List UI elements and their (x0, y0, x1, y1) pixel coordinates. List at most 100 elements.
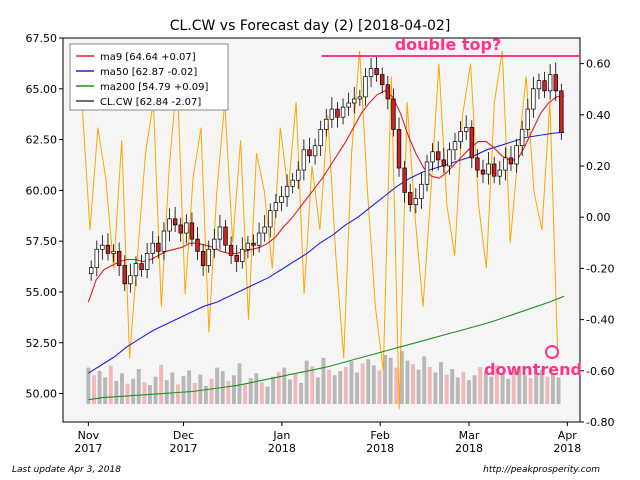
candle-body (514, 145, 519, 165)
y-left-tick-label: 50.00 (26, 388, 58, 401)
candle-body (531, 88, 536, 110)
volume-bar (539, 369, 544, 404)
volume-bar (366, 359, 371, 404)
candle-body (419, 183, 424, 199)
y-left-tick-label: 62.50 (26, 134, 58, 147)
candle-body (525, 108, 530, 130)
candle-body (542, 80, 547, 92)
volume-bar (243, 383, 248, 404)
footer-last-update: Last update Apr 3, 2018 (12, 465, 121, 475)
volume-bar (153, 376, 158, 404)
candle-body (122, 265, 127, 285)
volume-bar (215, 367, 220, 404)
candle-body (234, 255, 239, 262)
candle-body (240, 248, 245, 262)
candle-body (307, 149, 312, 157)
candle-body (363, 76, 368, 98)
volume-bar (556, 377, 561, 404)
candle-body (256, 232, 262, 246)
y-right-tick-label: 0.00 (586, 211, 611, 224)
volume-bar (405, 360, 410, 404)
candle-body (268, 210, 273, 228)
x-tick-label-month: Jan (272, 429, 290, 442)
volume-bar (271, 376, 276, 404)
volume-bar (500, 373, 505, 404)
y-left-tick-label: 57.50 (26, 235, 58, 248)
volume-bar (411, 364, 415, 404)
candle-body (463, 127, 469, 132)
volume-bar (254, 373, 259, 404)
candle-body (357, 96, 363, 100)
volume-bar (478, 366, 483, 404)
candle-body (178, 224, 183, 234)
volume-bar (371, 365, 376, 404)
volume-bar (170, 372, 175, 404)
volume-bar (92, 375, 96, 404)
legend-label: CL.CW [62.84 -2.07] (100, 97, 201, 108)
y-right-tick-label: 0.40 (586, 109, 611, 122)
candle-body (156, 242, 161, 252)
volume-bar (209, 378, 214, 404)
volume-bar (293, 373, 298, 404)
x-tick-label-year: 2018 (455, 442, 483, 455)
candle-body (385, 84, 391, 100)
candle-body (480, 169, 486, 175)
volume-bar (103, 377, 108, 404)
volume-bar (304, 360, 309, 404)
volume-bar (125, 383, 130, 404)
volume-bar (114, 380, 119, 404)
candle-body (318, 129, 323, 147)
volume-bar (355, 372, 360, 404)
candle-body (167, 218, 172, 232)
volume-bar (422, 356, 427, 404)
volume-bar (545, 376, 550, 404)
candle-body (396, 129, 402, 169)
volume-bar (226, 380, 231, 404)
legend-label: ma9 [64.64 +0.07] (100, 52, 196, 63)
plot-frame (62, 37, 581, 423)
candle-body (447, 149, 452, 167)
candle-body (352, 98, 357, 104)
volume-bar (360, 363, 365, 404)
ma9-line (87, 90, 565, 303)
volume-bar (461, 371, 466, 404)
x-tick-label-month: Feb (370, 429, 389, 442)
x-tick-label-year: 2018 (366, 442, 394, 455)
volume-bar (349, 361, 354, 404)
candle-body (228, 244, 234, 256)
volume-bar (231, 375, 236, 404)
candle-body (491, 163, 497, 177)
candle-body (296, 169, 301, 181)
volume-bar (237, 363, 242, 404)
legend-label: ma200 [54.79 +0.09] (100, 82, 208, 93)
candle-body (391, 98, 396, 130)
candle-body (172, 218, 178, 226)
candle-body (408, 192, 413, 205)
downtrend-marker (545, 345, 559, 359)
volume-bar (248, 378, 253, 404)
footer-url: http://peakprosperity.com (483, 465, 600, 475)
volume-bar (377, 370, 382, 404)
y-right-tick-label: -0.20 (586, 262, 614, 275)
volume-bar (321, 357, 326, 404)
volume-bar (511, 370, 516, 404)
volume-bar (175, 384, 180, 404)
candle-body (262, 226, 267, 234)
candle-body (335, 108, 340, 118)
candle-body (441, 159, 446, 167)
y-left-tick-label: 55.00 (26, 286, 58, 299)
candle-body (279, 196, 284, 203)
volume-bar (534, 372, 539, 404)
volume-bar (187, 370, 192, 404)
candle-body (458, 131, 463, 142)
volume-bar (399, 350, 404, 404)
volume-bar (495, 365, 499, 404)
candle-body (212, 238, 217, 250)
candle-body (301, 149, 307, 171)
candle-body (189, 222, 195, 240)
candle-body (273, 202, 279, 212)
volume-bar (427, 366, 432, 404)
candle-body (413, 198, 419, 205)
candle-body (430, 151, 435, 163)
